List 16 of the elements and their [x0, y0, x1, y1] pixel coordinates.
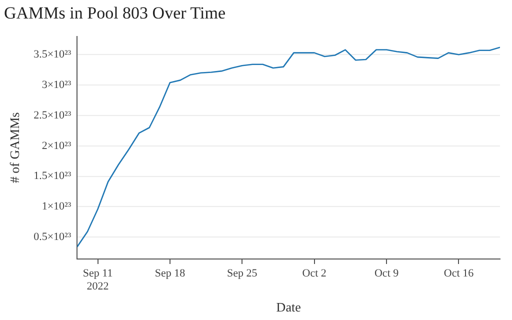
chart-title: GAMMs in Pool 803 Over Time: [4, 4, 226, 23]
y-tick-label: 0.5×10²³: [34, 230, 72, 243]
x-tick-label: Oct 2: [302, 267, 326, 280]
y-axis-title: # of GAMMs: [7, 112, 22, 184]
y-tick-label: 2×10²³: [42, 140, 72, 152]
y-tick-label: 3.5×10²³: [34, 48, 72, 61]
x-tick-label: Oct 9: [374, 267, 400, 280]
x-axis-title: Date: [276, 300, 302, 315]
x-tick-label: Oct 16: [444, 267, 474, 280]
y-tick-label: 2.5×10²³: [34, 109, 72, 122]
y-tick-label: 3×10²³: [42, 78, 72, 91]
x-tick-label: Sep 25: [227, 267, 258, 280]
y-tick-label: 1×10²³: [42, 200, 72, 213]
y-tick-label: 1.5×10²³: [34, 170, 72, 182]
x-tick-label: Sep 11 2022: [82, 267, 113, 293]
x-tick-label: Sep 18: [154, 267, 186, 280]
